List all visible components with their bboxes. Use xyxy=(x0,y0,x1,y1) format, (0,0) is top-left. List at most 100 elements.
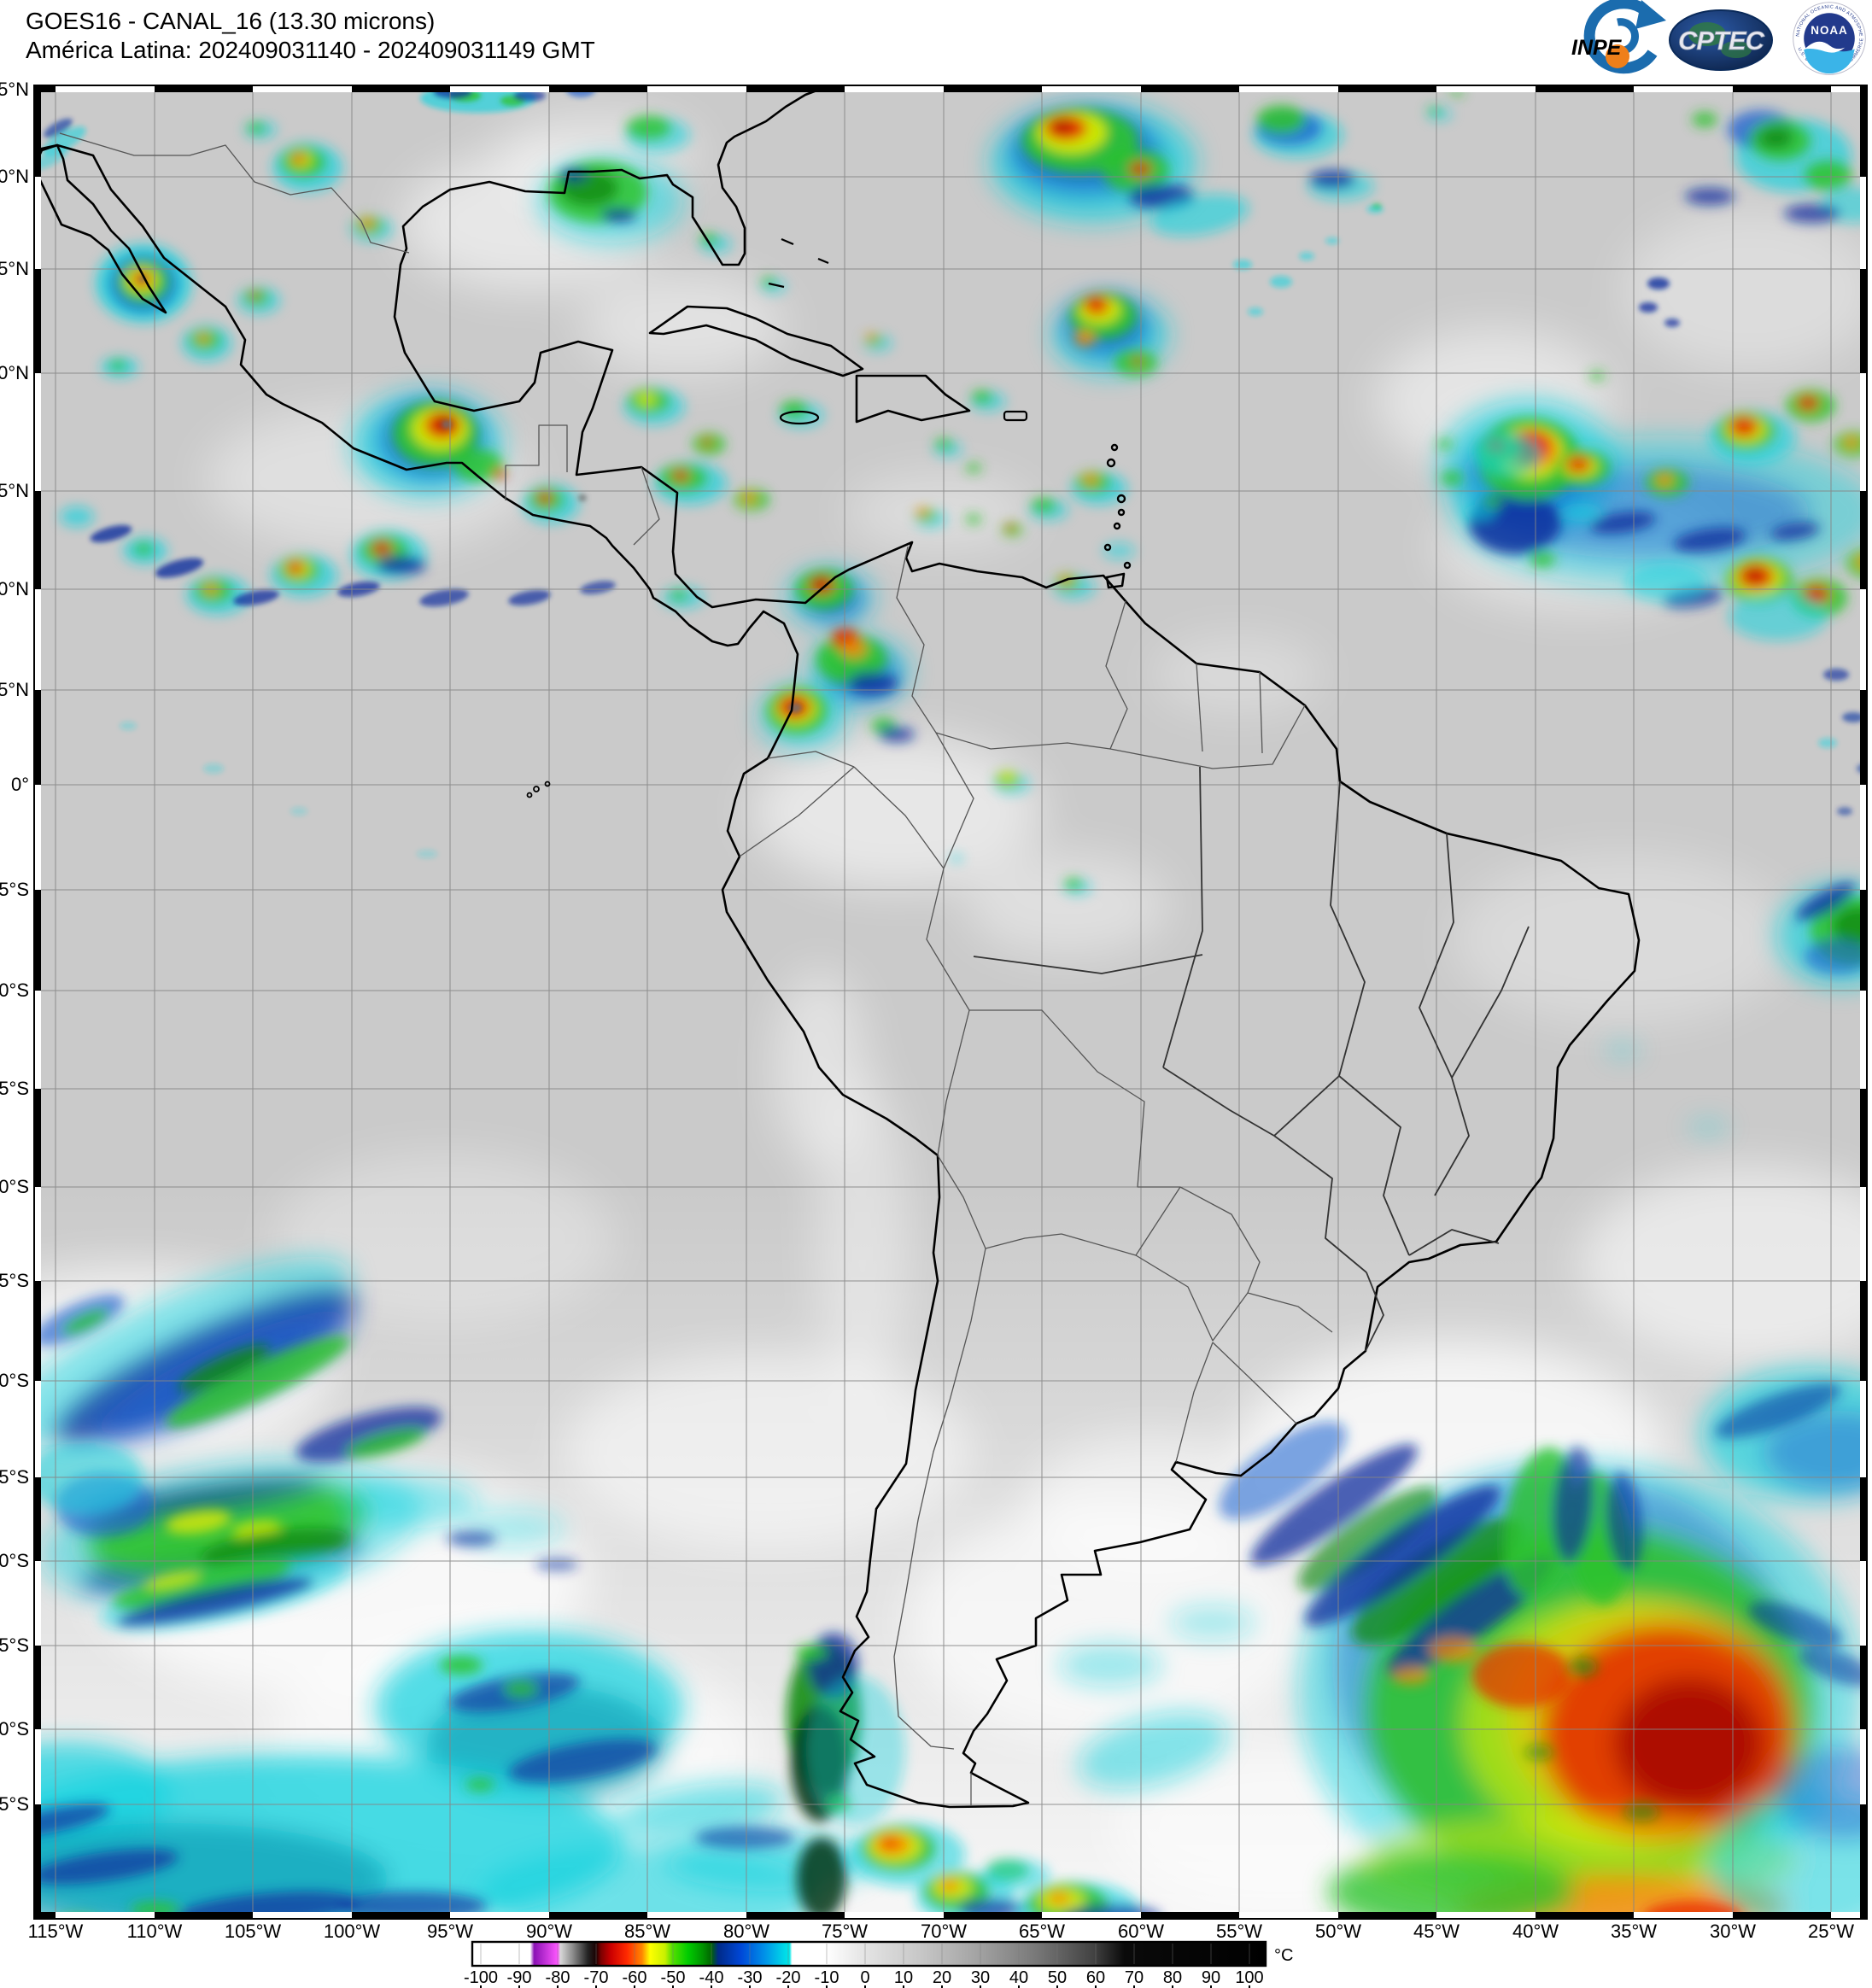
colorbar-tick-0: 0 xyxy=(860,1968,869,1987)
cptec-wordmark: CPTEC xyxy=(1678,26,1765,56)
inpe-wordmark: INPE xyxy=(1571,36,1623,60)
lon-label-60°W: 60°W xyxy=(1118,1921,1164,1942)
brazil-state-borders xyxy=(973,766,1530,1352)
coastline-baja-california xyxy=(34,143,167,314)
lon-label-70°W: 70°W xyxy=(921,1921,967,1942)
lat-label-50°S: 50°S xyxy=(0,1718,29,1740)
latitude-labels: 35°N 30°N 25°N 20°N 15°N 10°N 5°N 0° 5°S 10°S 15°S… xyxy=(0,79,29,1815)
cptec-land-icon xyxy=(1688,22,1726,46)
colorbar-gradient-bar xyxy=(472,1942,1266,1966)
coastline-jamaica xyxy=(779,410,820,425)
lat-label-5°S: 5°S xyxy=(0,879,29,900)
colorbar-tick-60: 60 xyxy=(1086,1968,1105,1987)
lon-label-90°W: 90°W xyxy=(526,1921,572,1942)
bahamas-islands xyxy=(768,237,829,289)
inpe-arrow-icon xyxy=(1635,0,1666,29)
colorbar-tick-20: 20 xyxy=(933,1968,951,1987)
galapagos-islands xyxy=(526,781,551,798)
lat-label-35°N: 35°N xyxy=(0,79,29,100)
lat-label-40°S: 40°S xyxy=(0,1550,29,1571)
image-title: GOES16 - CANAL_16 (13.30 microns) xyxy=(26,8,436,34)
lon-label-75°W: 75°W xyxy=(822,1921,868,1942)
lon-label-55°W: 55°W xyxy=(1216,1921,1262,1942)
lat-label-55°S: 55°S xyxy=(0,1793,29,1815)
coastline-trinidad xyxy=(1105,572,1126,589)
graticule-grid xyxy=(34,85,1867,1919)
map-frame-outline xyxy=(33,85,1868,1920)
colorbar-tick--60: -60 xyxy=(623,1968,647,1987)
geography-layer xyxy=(34,88,1641,1809)
colorbar-tick--30: -30 xyxy=(738,1968,763,1987)
longitude-labels: 115°W 110°W 105°W 100°W 95°W 90°W 85°W 80°W 75°W… xyxy=(28,1921,1855,1942)
image-subtitle-timerange: América Latina: 202409031140 - 202409031… xyxy=(26,37,595,63)
colorbar-tick-labels: -100 -90 -80 -70 -60 -50 -40 -30 -20 -10 0 10 20 30 40… xyxy=(464,1968,1264,1988)
lon-label-40°W: 40°W xyxy=(1512,1921,1559,1942)
coastline-americas xyxy=(34,88,1641,1809)
temperature-colorbar: -100 -90 -80 -70 -60 -50 -40 -30 -20 -10 0 10 20 30 40… xyxy=(464,1940,1293,1988)
colorbar-tick-70: 70 xyxy=(1125,1968,1144,1987)
coastline-puerto-rico xyxy=(1003,410,1028,422)
lat-label-30°S: 30°S xyxy=(0,1370,29,1391)
lon-label-105°W: 105°W xyxy=(225,1921,282,1942)
map-frame xyxy=(34,85,1867,1919)
inpe-logo: INPE xyxy=(1570,0,1668,83)
colorbar-tick--10: -10 xyxy=(815,1968,839,1987)
lat-label-10°S: 10°S xyxy=(0,979,29,1001)
lat-label-35°S: 35°S xyxy=(0,1466,29,1488)
lon-label-50°W: 50°W xyxy=(1315,1921,1361,1942)
lat-label-30°N: 30°N xyxy=(0,166,29,187)
cptec-land2-icon xyxy=(1721,41,1752,58)
colorbar-tick--40: -40 xyxy=(699,1968,724,1987)
colorbar-unit: °C xyxy=(1274,1946,1293,1965)
lat-label-20°S: 20°S xyxy=(0,1176,29,1197)
noaa-bird-icon xyxy=(1805,41,1846,53)
cptec-logo: CPTEC xyxy=(1668,9,1774,76)
colorbar-tick--80: -80 xyxy=(546,1968,570,1987)
lon-label-80°W: 80°W xyxy=(723,1921,769,1942)
lat-label-20°N: 20°N xyxy=(0,362,29,383)
lon-label-45°W: 45°W xyxy=(1413,1921,1460,1942)
colorbar-tick-80: 80 xyxy=(1163,1968,1182,1987)
colorbar-tick--20: -20 xyxy=(776,1968,801,1987)
colorbar-tick-90: 90 xyxy=(1202,1968,1220,1987)
lon-label-95°W: 95°W xyxy=(427,1921,473,1942)
lon-label-100°W: 100°W xyxy=(324,1921,381,1942)
colorbar-tick-50: 50 xyxy=(1048,1968,1067,1987)
inpe-orange-dot-icon xyxy=(1606,44,1629,68)
lat-label-5°N: 5°N xyxy=(0,679,29,700)
noaa-wordmark: NOAA xyxy=(1811,24,1847,37)
lon-label-25°W: 25°W xyxy=(1808,1921,1854,1942)
country-borders xyxy=(59,132,1333,1806)
colorbar-tick--70: -70 xyxy=(584,1968,609,1987)
lon-label-30°W: 30°W xyxy=(1710,1921,1756,1942)
colorbar-inner-ticks xyxy=(480,1944,1250,1964)
lesser-antilles-islands xyxy=(1103,443,1132,570)
coastline-hispaniola xyxy=(855,374,971,424)
colorbar-tick--50: -50 xyxy=(661,1968,686,1987)
lat-label-15°S: 15°S xyxy=(0,1078,29,1099)
colorbar-tick-100: 100 xyxy=(1235,1968,1263,1987)
lon-label-35°W: 35°W xyxy=(1611,1921,1657,1942)
lat-label-25°N: 25°N xyxy=(0,258,29,279)
noaa-sea-icon xyxy=(1804,45,1855,74)
colorbar-tick-10: 10 xyxy=(894,1968,913,1987)
inpe-swirl-icon xyxy=(1583,0,1658,74)
lat-label-0°: 0° xyxy=(11,774,29,795)
noaa-logo: NATIONAL OCEANIC AND ATMOSPHERIC ADMINIS… xyxy=(1785,0,1872,83)
coastline-cuba xyxy=(648,305,864,377)
header: GOES16 - CANAL_16 (13.30 microns) Améric… xyxy=(26,7,595,65)
lon-label-85°W: 85°W xyxy=(624,1921,670,1942)
lon-label-65°W: 65°W xyxy=(1019,1921,1065,1942)
colorbar-tick--100: -100 xyxy=(464,1968,498,1987)
lat-label-45°S: 45°S xyxy=(0,1634,29,1656)
lon-label-110°W: 110°W xyxy=(127,1921,183,1942)
colorbar-tick-30: 30 xyxy=(971,1968,990,1987)
lat-label-15°N: 15°N xyxy=(0,480,29,501)
colorbar-outline xyxy=(471,1940,1267,1968)
lat-label-25°S: 25°S xyxy=(0,1270,29,1291)
lat-label-10°N: 10°N xyxy=(0,578,29,599)
colorbar-tick-40: 40 xyxy=(1009,1968,1028,1987)
colorbar-tick--90: -90 xyxy=(507,1968,532,1987)
